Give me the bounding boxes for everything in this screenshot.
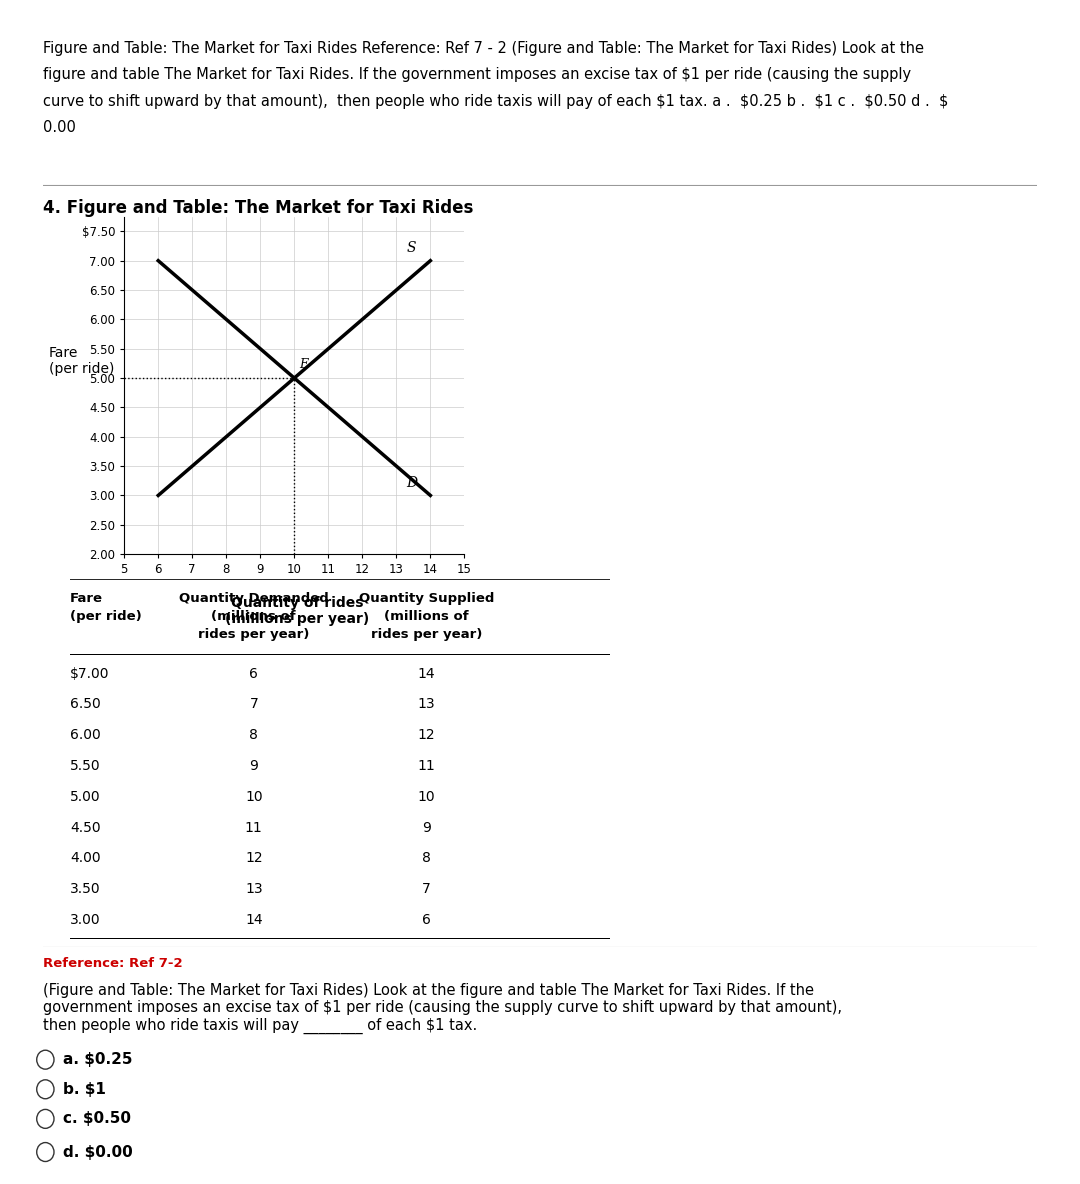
Text: 13: 13 xyxy=(418,697,435,712)
Text: S: S xyxy=(406,240,416,255)
Text: 6: 6 xyxy=(422,913,431,927)
Text: 7: 7 xyxy=(422,882,431,896)
Text: Figure and Table: The Market for Taxi Rides Reference: Ref 7 - 2 (Figure and Tab: Figure and Table: The Market for Taxi Ri… xyxy=(43,41,924,57)
Text: d. $0.00: d. $0.00 xyxy=(63,1145,133,1159)
Text: 7: 7 xyxy=(249,697,258,712)
Text: 3.50: 3.50 xyxy=(70,882,100,896)
Text: 9: 9 xyxy=(422,821,431,835)
Text: E: E xyxy=(299,358,309,371)
Text: 11: 11 xyxy=(245,821,262,835)
Text: 10: 10 xyxy=(245,790,262,804)
Text: a. $0.25: a. $0.25 xyxy=(63,1053,132,1067)
Text: 6: 6 xyxy=(249,667,258,681)
Text: 10: 10 xyxy=(418,790,435,804)
Text: 12: 12 xyxy=(418,728,435,742)
Text: 11: 11 xyxy=(418,759,435,773)
Text: 14: 14 xyxy=(418,667,435,681)
Text: c. $0.50: c. $0.50 xyxy=(63,1112,131,1126)
Text: 0.00: 0.00 xyxy=(43,120,76,135)
Text: (millions of: (millions of xyxy=(384,610,469,623)
Text: 5.50: 5.50 xyxy=(70,759,100,773)
Text: 4.00: 4.00 xyxy=(70,851,100,866)
Text: Quantity Demanded: Quantity Demanded xyxy=(179,592,328,605)
Text: 8: 8 xyxy=(422,851,431,866)
Text: Quantity Supplied: Quantity Supplied xyxy=(359,592,495,605)
Text: 5.00: 5.00 xyxy=(70,790,100,804)
Text: 12: 12 xyxy=(245,851,262,866)
Text: rides per year): rides per year) xyxy=(198,628,310,641)
Text: 3.00: 3.00 xyxy=(70,913,100,927)
Text: 13: 13 xyxy=(245,882,262,896)
Text: 14: 14 xyxy=(245,913,262,927)
Text: Fare
(per ride): Fare (per ride) xyxy=(49,346,114,377)
Text: 8: 8 xyxy=(249,728,258,742)
Text: Quantity of rides
(millions per year): Quantity of rides (millions per year) xyxy=(225,596,369,626)
Text: (millions of: (millions of xyxy=(212,610,296,623)
Text: rides per year): rides per year) xyxy=(370,628,483,641)
Text: figure and table The Market for Taxi Rides. If the government imposes an excise : figure and table The Market for Taxi Rid… xyxy=(43,67,912,83)
Text: 4. Figure and Table: The Market for Taxi Rides: 4. Figure and Table: The Market for Taxi… xyxy=(43,199,473,217)
Text: Reference: Ref 7-2: Reference: Ref 7-2 xyxy=(43,957,183,970)
Text: Fare: Fare xyxy=(70,592,104,605)
Text: (per ride): (per ride) xyxy=(70,610,141,623)
Text: D: D xyxy=(406,476,418,489)
Text: 9: 9 xyxy=(249,759,258,773)
Text: 6.00: 6.00 xyxy=(70,728,100,742)
Text: $7.00: $7.00 xyxy=(70,667,110,681)
Text: (Figure and Table: The Market for Taxi Rides) Look at the figure and table The M: (Figure and Table: The Market for Taxi R… xyxy=(43,983,842,1034)
Text: 4.50: 4.50 xyxy=(70,821,100,835)
Text: curve to shift upward by that amount),  then people who ride taxis will pay of e: curve to shift upward by that amount), t… xyxy=(43,94,948,109)
Text: b. $1: b. $1 xyxy=(63,1082,106,1096)
Text: 6.50: 6.50 xyxy=(70,697,100,712)
